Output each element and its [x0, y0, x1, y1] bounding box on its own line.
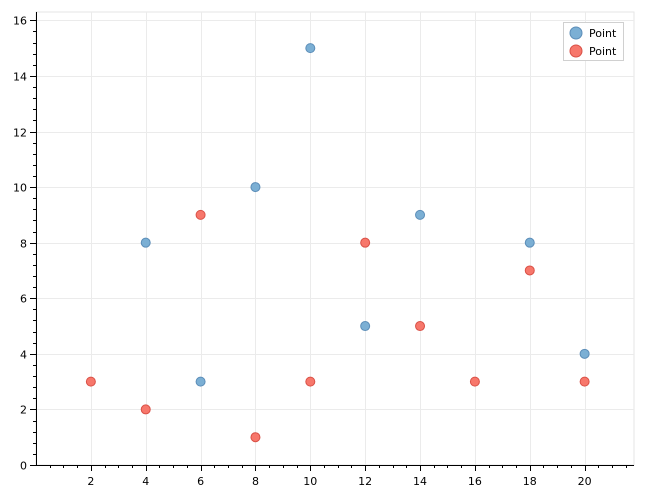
- x-tick-label: 16: [468, 475, 482, 488]
- legend-marker: [569, 26, 583, 40]
- y-tick-label: 2: [20, 404, 27, 417]
- x-tick-label: 14: [413, 475, 427, 488]
- legend-marker: [569, 44, 583, 58]
- series-2-point: [195, 209, 206, 220]
- x-tick-label: 4: [142, 475, 149, 488]
- y-tick-label: 14: [13, 71, 27, 84]
- x-tick-label: 10: [303, 475, 317, 488]
- series-1-point: [250, 182, 261, 193]
- series-2-point: [85, 376, 96, 387]
- axes: 0 2 4 6 8 10 12 14 16 2 4 6 8 10 12 14 16 18 20: [13, 12, 634, 488]
- series-1-point: [415, 209, 426, 220]
- series-2-point: [140, 404, 151, 415]
- x-tick-label: 8: [252, 475, 259, 488]
- y-tick-label: 6: [20, 293, 27, 306]
- legend-label: Point: [589, 27, 617, 40]
- series-1-point: [579, 348, 590, 359]
- y-tick-label: 12: [13, 127, 27, 140]
- x-tick-label: 18: [523, 475, 537, 488]
- x-tick-label: 2: [87, 475, 94, 488]
- series-1-point: [140, 237, 151, 248]
- series-2-point: [469, 376, 480, 387]
- y-tick-label: 0: [20, 460, 27, 473]
- x-tick-label: 6: [197, 475, 204, 488]
- series-2-point: [524, 265, 535, 276]
- data-points: [85, 43, 590, 443]
- y-tick-label: 8: [20, 238, 27, 251]
- series-1-point: [195, 376, 206, 387]
- series-2-point: [250, 432, 261, 443]
- series-1-point: [524, 237, 535, 248]
- series-2-point: [579, 376, 590, 387]
- series-2-point: [360, 237, 371, 248]
- series-2-point: [415, 321, 426, 332]
- plot-area: [35, 11, 635, 466]
- series-2-point: [305, 376, 316, 387]
- y-tick-label: 4: [20, 349, 27, 362]
- series-1-point: [305, 43, 316, 54]
- grid-lines: [35, 11, 635, 466]
- legend: Point Point: [563, 22, 624, 61]
- legend-label: Point: [589, 45, 617, 58]
- y-tick-label: 16: [13, 15, 27, 28]
- x-tick-label: 20: [578, 475, 592, 488]
- series-1-point: [360, 321, 371, 332]
- y-tick-label: 10: [13, 182, 27, 195]
- x-tick-label: 12: [358, 475, 372, 488]
